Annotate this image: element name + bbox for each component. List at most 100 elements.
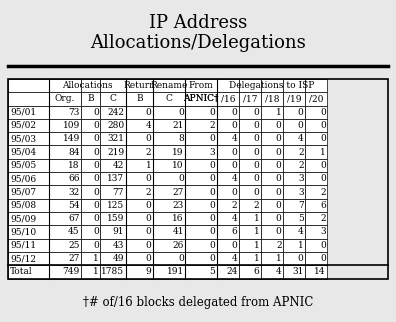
Bar xyxy=(8,239,49,252)
Text: 4: 4 xyxy=(232,214,238,223)
Bar xyxy=(217,132,239,146)
Bar xyxy=(81,159,100,172)
Bar xyxy=(81,92,100,106)
Text: 10: 10 xyxy=(172,161,184,170)
Bar xyxy=(126,225,153,239)
Bar xyxy=(185,132,217,146)
Bar xyxy=(81,119,100,132)
Text: Org.: Org. xyxy=(55,94,75,103)
Bar xyxy=(217,146,239,159)
Bar xyxy=(81,185,100,199)
Bar xyxy=(185,146,217,159)
Text: 0: 0 xyxy=(93,108,99,117)
Text: 1: 1 xyxy=(254,214,259,223)
Bar xyxy=(8,159,49,172)
Text: 0: 0 xyxy=(93,214,99,223)
Bar xyxy=(239,172,261,185)
Bar xyxy=(49,119,81,132)
Bar xyxy=(217,252,239,265)
Text: 54: 54 xyxy=(68,201,80,210)
Bar xyxy=(185,172,217,185)
Bar xyxy=(8,79,388,279)
Bar xyxy=(153,252,185,265)
Bar xyxy=(81,265,100,279)
Bar xyxy=(261,132,283,146)
Bar xyxy=(153,212,185,225)
Text: 21: 21 xyxy=(173,121,184,130)
Bar xyxy=(126,185,153,199)
Bar xyxy=(239,225,261,239)
Bar xyxy=(217,225,239,239)
Text: Allocations/Delegations: Allocations/Delegations xyxy=(90,34,306,52)
Text: 3: 3 xyxy=(298,174,304,183)
Bar xyxy=(261,199,283,212)
Bar xyxy=(283,159,305,172)
Bar xyxy=(126,132,153,146)
Bar xyxy=(126,252,153,265)
Text: 749: 749 xyxy=(63,267,80,276)
Text: Return: Return xyxy=(124,81,156,90)
Bar xyxy=(81,225,100,239)
Bar xyxy=(81,239,100,252)
Bar xyxy=(8,92,49,106)
Bar xyxy=(49,225,81,239)
Text: 0: 0 xyxy=(178,108,184,117)
Bar xyxy=(153,92,185,106)
Text: 9: 9 xyxy=(146,267,152,276)
Bar xyxy=(49,199,81,212)
Text: /18: /18 xyxy=(265,94,280,103)
Bar xyxy=(305,199,327,212)
Bar xyxy=(49,79,81,92)
Text: 91: 91 xyxy=(113,227,124,236)
Bar xyxy=(305,265,327,279)
Text: 280: 280 xyxy=(107,121,124,130)
Text: 0: 0 xyxy=(209,241,215,250)
Bar xyxy=(185,199,217,212)
Bar xyxy=(8,106,49,119)
Text: Allocations: Allocations xyxy=(62,81,113,90)
Text: 19: 19 xyxy=(172,147,184,156)
Bar xyxy=(185,119,217,132)
Bar xyxy=(8,252,49,265)
Bar xyxy=(81,172,100,185)
Bar xyxy=(217,239,239,252)
Bar xyxy=(100,146,126,159)
Text: 0: 0 xyxy=(93,227,99,236)
Text: 2: 2 xyxy=(320,214,326,223)
Text: 0: 0 xyxy=(146,134,152,143)
Text: 1: 1 xyxy=(276,108,282,117)
Text: 4: 4 xyxy=(232,134,238,143)
Bar xyxy=(283,199,305,212)
Text: 0: 0 xyxy=(254,121,259,130)
Text: 6: 6 xyxy=(232,227,238,236)
Text: 0: 0 xyxy=(276,187,282,196)
Text: 2: 2 xyxy=(298,147,304,156)
Text: Rename: Rename xyxy=(150,81,188,90)
Bar xyxy=(239,92,261,106)
Bar xyxy=(185,92,217,106)
Text: 0: 0 xyxy=(209,108,215,117)
Bar xyxy=(126,172,153,185)
Bar xyxy=(217,79,239,92)
Bar xyxy=(185,159,217,172)
Text: 219: 219 xyxy=(107,147,124,156)
Text: 0: 0 xyxy=(276,214,282,223)
Bar xyxy=(49,132,81,146)
Bar xyxy=(8,225,49,239)
Text: 0: 0 xyxy=(209,134,215,143)
Bar xyxy=(239,132,261,146)
Text: 0: 0 xyxy=(93,121,99,130)
Bar xyxy=(100,172,126,185)
Text: 0: 0 xyxy=(254,187,259,196)
Bar xyxy=(153,79,185,92)
Bar xyxy=(283,225,305,239)
Bar xyxy=(100,265,126,279)
Bar xyxy=(305,212,327,225)
Text: 159: 159 xyxy=(107,214,124,223)
Text: 0: 0 xyxy=(276,121,282,130)
Bar xyxy=(100,119,126,132)
Text: 0: 0 xyxy=(93,187,99,196)
Text: 0: 0 xyxy=(146,227,152,236)
Bar xyxy=(261,146,283,159)
Text: 0: 0 xyxy=(276,134,282,143)
